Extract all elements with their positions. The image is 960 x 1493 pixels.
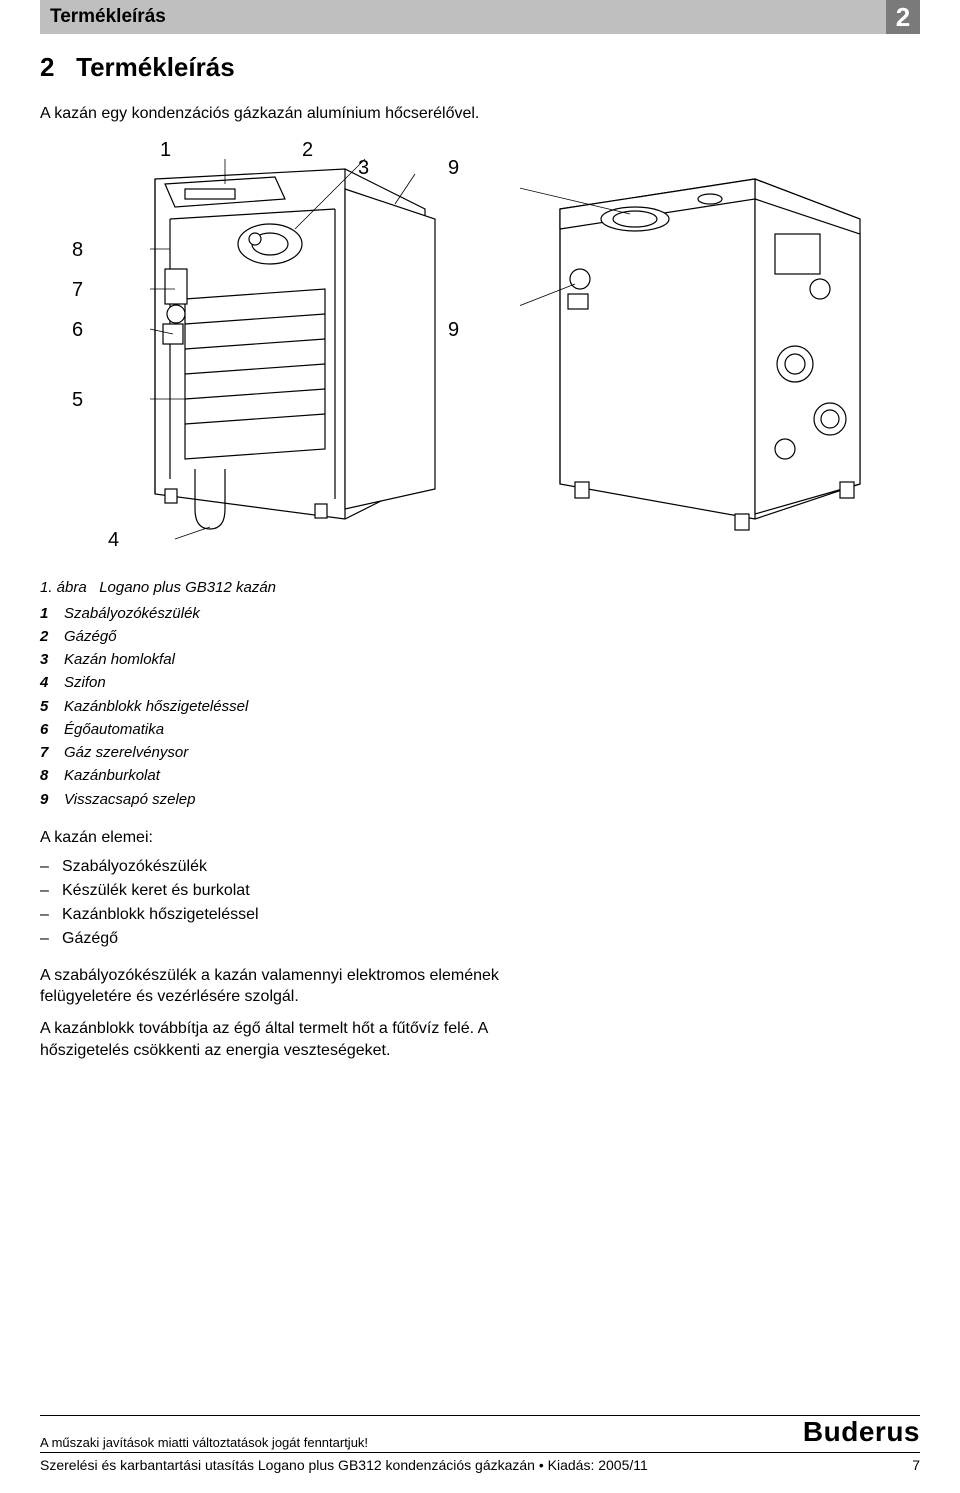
legend-text: Kazánburkolat <box>64 764 160 787</box>
page-footer: A műszaki javítások miatti változtatások… <box>40 1415 920 1493</box>
header-title: Termékleírás <box>50 6 886 28</box>
legend-text: Gáz szerelvénysor <box>64 741 188 764</box>
bullet-item: –Készülék keret és burkolat <box>40 879 920 903</box>
legend-row: 3Kazán homlokfal <box>40 648 920 671</box>
bullet-item: –Szabályozókészülék <box>40 855 920 879</box>
bullet-item: –Gázégő <box>40 927 920 951</box>
legend-row: 1Szabályozókészülék <box>40 602 920 625</box>
section-title: Termékleírás <box>76 52 235 82</box>
legend-row: 4Szifon <box>40 671 920 694</box>
page-number: 7 <box>912 1457 920 1473</box>
boiler-right-diagram <box>520 164 900 544</box>
bullet-text: Készülék keret és burkolat <box>62 879 250 903</box>
legend-num: 5 <box>40 695 64 718</box>
bullet-text: Szabályozókészülék <box>62 855 207 879</box>
legend-row: 6Égőautomatika <box>40 718 920 741</box>
legend-text: Égőautomatika <box>64 718 164 741</box>
page: Termékleírás 2 2 Termékleírás A kazán eg… <box>0 0 960 1493</box>
legend-text: Gázégő <box>64 625 117 648</box>
header-bar: Termékleírás 2 <box>40 0 920 34</box>
bullet-dash: – <box>40 927 62 951</box>
callout-7: 7 <box>72 279 83 302</box>
legend-num: 1 <box>40 602 64 625</box>
legend-num: 2 <box>40 625 64 648</box>
legend-row: 8Kazánburkolat <box>40 764 920 787</box>
paragraph-1: A szabályozókészülék a kazán valamennyi … <box>40 965 510 1008</box>
bullet-list: –Szabályozókészülék –Készülék keret és b… <box>40 855 920 951</box>
legend-row: 7Gáz szerelvénysor <box>40 741 920 764</box>
bullet-dash: – <box>40 855 62 879</box>
footer-note: A műszaki javítások miatti változtatások… <box>40 1429 368 1450</box>
legend-text: Visszacsapó szelep <box>64 788 195 811</box>
legend-row: 5Kazánblokk hőszigeteléssel <box>40 695 920 718</box>
intro-text: A kazán egy kondenzációs gázkazán alumín… <box>40 103 920 125</box>
section-heading: 2 Termékleírás <box>40 52 920 83</box>
figure-caption-text: Logano plus GB312 kazán <box>99 579 276 596</box>
legend-num: 6 <box>40 718 64 741</box>
figure-legend: 1Szabályozókészülék 2Gázégő 3Kazán homlo… <box>40 602 920 811</box>
footer-top: A műszaki javítások miatti változtatások… <box>40 1416 920 1453</box>
legend-num: 7 <box>40 741 64 764</box>
legend-num: 9 <box>40 788 64 811</box>
figure-area: 1 2 3 9 8 7 6 9 5 4 <box>40 139 920 569</box>
bullet-text: Kazánblokk hőszigeteléssel <box>62 903 259 927</box>
figure-caption: 1. ábra Logano plus GB312 kazán <box>40 579 920 596</box>
footer-docline: Szerelési és karbantartási utasítás Loga… <box>40 1457 648 1473</box>
legend-row: 9Visszacsapó szelep <box>40 788 920 811</box>
callout-6: 6 <box>72 319 83 342</box>
legend-text: Szifon <box>64 671 106 694</box>
legend-num: 4 <box>40 671 64 694</box>
legend-text: Kazánblokk hőszigeteléssel <box>64 695 248 718</box>
legend-text: Kazán homlokfal <box>64 648 175 671</box>
section-number: 2 <box>40 52 54 82</box>
bullet-text: Gázégő <box>62 927 118 951</box>
callout-5: 5 <box>72 389 83 412</box>
legend-text: Szabályozókészülék <box>64 602 200 625</box>
boiler-left-diagram <box>95 149 465 549</box>
section-badge: 2 <box>886 0 920 34</box>
legend-num: 3 <box>40 648 64 671</box>
legend-row: 2Gázégő <box>40 625 920 648</box>
elements-subhead: A kazán elemei: <box>40 829 920 847</box>
figure-caption-prefix: 1. ábra <box>40 579 87 596</box>
paragraph-2: A kazánblokk továbbítja az égő által ter… <box>40 1018 510 1061</box>
bullet-dash: – <box>40 903 62 927</box>
brand-logo: Buderus <box>803 1416 920 1450</box>
callout-8: 8 <box>72 239 83 262</box>
footer-bottom: Szerelési és karbantartási utasítás Loga… <box>40 1453 920 1493</box>
bullet-item: –Kazánblokk hőszigeteléssel <box>40 903 920 927</box>
legend-num: 8 <box>40 764 64 787</box>
bullet-dash: – <box>40 879 62 903</box>
